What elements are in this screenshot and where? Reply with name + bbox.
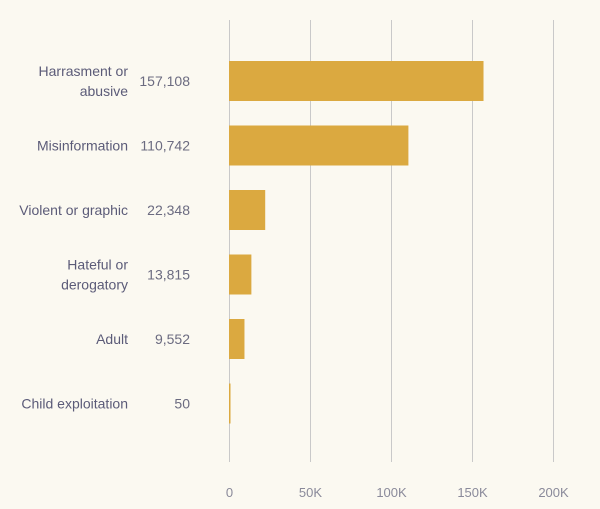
- x-tick-label: 0: [226, 485, 233, 500]
- bar: [229, 383, 231, 424]
- category-label: Harrasment or: [39, 63, 129, 79]
- bar-value-label: 50: [174, 396, 190, 412]
- x-tick-label: 50K: [299, 485, 322, 500]
- bar-value-label: 22,348: [147, 202, 190, 218]
- bar-value-label: 13,815: [147, 267, 190, 283]
- bar: [229, 61, 484, 101]
- bar: [229, 319, 245, 359]
- bar: [229, 125, 409, 166]
- x-tick-label: 200K: [538, 485, 569, 500]
- category-label: Hateful or: [67, 257, 128, 273]
- category-label: derogatory: [61, 277, 128, 293]
- bar: [229, 254, 252, 295]
- category-label: Adult: [96, 331, 128, 347]
- category-label: Child exploitation: [21, 396, 128, 412]
- bar-value-label: 9,552: [155, 331, 190, 347]
- bar-value-label: 110,742: [140, 138, 190, 154]
- category-label: abusive: [80, 83, 128, 99]
- category-label: Misinformation: [37, 138, 128, 154]
- bar: [229, 190, 266, 230]
- category-label: Violent or graphic: [19, 202, 128, 218]
- x-tick-label: 100K: [376, 485, 407, 500]
- x-tick-label: 150K: [457, 485, 488, 500]
- bar-value-label: 157,108: [139, 73, 190, 89]
